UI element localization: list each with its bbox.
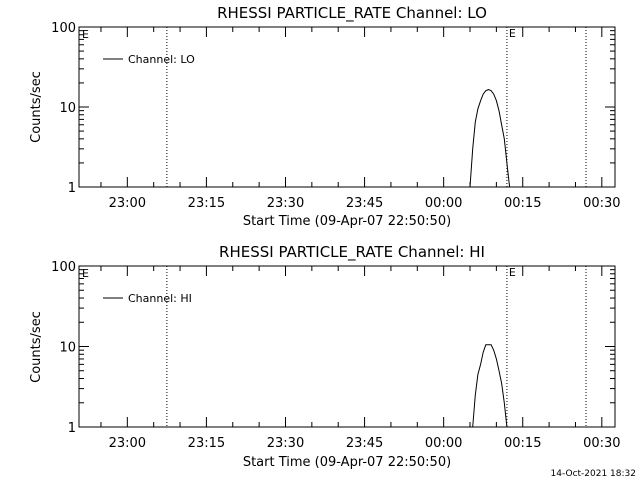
legend: Channel: LO: [103, 53, 195, 66]
y-tick-labels: 1 10 100: [51, 260, 76, 436]
y-tick-label: 1: [68, 421, 76, 436]
y-axis-label: Counts/sec: [29, 71, 44, 143]
y-tick-label: 100: [51, 260, 76, 275]
marker-lines: E: [166, 27, 587, 187]
x-tick-label: 00:30: [583, 196, 620, 211]
x-tick-label: 00:15: [504, 196, 541, 211]
x-tick-label: 23:30: [267, 196, 304, 211]
x-tick-label: 23:00: [109, 196, 146, 211]
ticks-layer: [79, 26, 615, 188]
x-tick-label: 23:45: [346, 436, 383, 451]
series-layer: [472, 344, 508, 428]
y-tick-label: 1: [68, 181, 76, 196]
x-tick-labels: 23:00 23:15 23:30 23:45 00:00 00:15 00:30: [109, 436, 621, 451]
corner-label: E: [82, 267, 89, 280]
x-tick-label: 23:15: [188, 436, 225, 451]
x-tick-label: 00:15: [504, 436, 541, 451]
footer-timestamp: 14-Oct-2021 18:32: [551, 469, 636, 479]
marker-label: E: [509, 266, 516, 279]
legend: Channel: HI: [103, 292, 192, 305]
y-tick-label: 10: [59, 341, 76, 356]
x-tick-label: 23:15: [188, 196, 225, 211]
y-tick-labels: 1 10 100: [51, 21, 76, 196]
x-tick-label: 23:00: [109, 436, 146, 451]
x-axis-label: Start Time (09-Apr-07 22:50:50): [243, 455, 451, 470]
y-axis-label: Counts/sec: [29, 311, 44, 383]
chart-title: RHESSI PARTICLE_RATE Channel: HI: [219, 243, 485, 262]
chart-panel-hi: RHESSI PARTICLE_RATE Channel: HI Counts/…: [29, 243, 621, 470]
ticks-layer: [79, 265, 615, 428]
x-tick-label: 00:00: [425, 196, 462, 211]
x-tick-labels: 23:00 23:15 23:30 23:45 00:00 00:15 00:30: [109, 196, 621, 211]
series-line: [469, 89, 513, 188]
chart-title: RHESSI PARTICLE_RATE Channel: LO: [217, 4, 487, 23]
legend-label: Channel: LO: [128, 53, 195, 66]
series-layer: [469, 89, 513, 188]
y-tick-label: 100: [51, 21, 76, 36]
x-tick-label: 23:45: [346, 196, 383, 211]
plot-frame: [78, 26, 616, 188]
marker-lines: E: [166, 266, 587, 427]
series-line: [472, 344, 508, 428]
chart-panel-lo: RHESSI PARTICLE_RATE Channel: LO Counts/…: [29, 4, 621, 229]
marker-label: E: [509, 27, 516, 40]
legend-label: Channel: HI: [128, 292, 192, 305]
x-axis-label: Start Time (09-Apr-07 22:50:50): [243, 214, 451, 229]
y-tick-label: 10: [59, 101, 76, 116]
plot-frame: [78, 265, 616, 428]
corner-label: E: [82, 28, 89, 41]
x-tick-label: 23:30: [267, 436, 304, 451]
x-tick-label: 00:30: [583, 436, 620, 451]
x-tick-label: 00:00: [425, 436, 462, 451]
